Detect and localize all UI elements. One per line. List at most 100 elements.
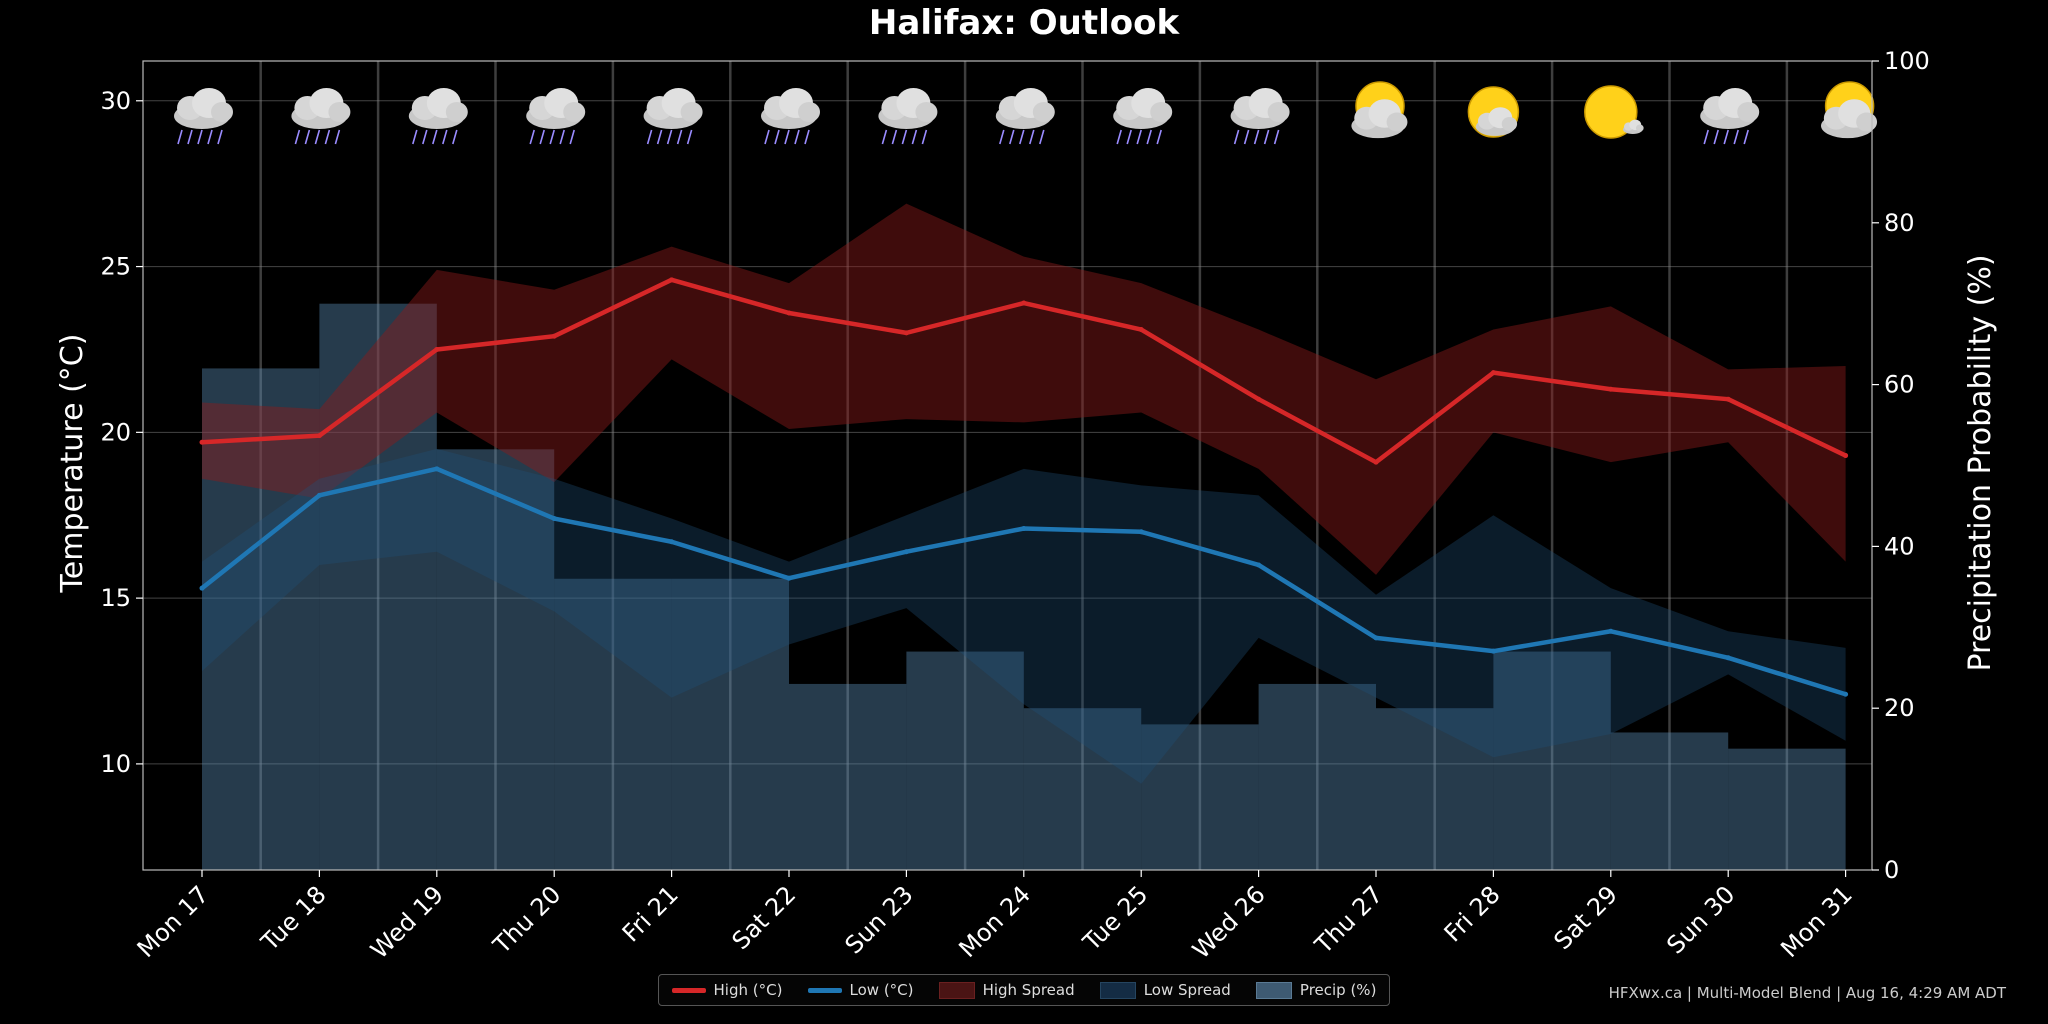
y-tick-label: 30	[100, 87, 131, 115]
sunny-icon	[1584, 85, 1644, 139]
cloud-shape	[291, 88, 351, 129]
y2-tick-label: 100	[1884, 47, 1930, 75]
low-point	[1021, 525, 1027, 531]
y2-tick-label: 40	[1884, 532, 1915, 560]
rain-drop	[569, 129, 575, 145]
legend-swatch-low-spread	[1099, 981, 1136, 999]
rain-drop	[412, 129, 418, 145]
legend-item-high: High (°C)	[671, 981, 783, 999]
legend: High (°C) Low (°C) High Spread Low Sprea…	[658, 974, 1390, 1006]
x-tick-label: Wed 26	[1187, 880, 1271, 964]
legend-swatch-low	[807, 987, 842, 993]
rain-drop	[676, 129, 683, 145]
x-tick-label: Sun 30	[1661, 880, 1740, 959]
mostly-sunny-icon	[1467, 86, 1520, 138]
low-point	[551, 516, 557, 522]
high-point	[1843, 453, 1849, 459]
rain-drop	[539, 129, 545, 145]
cloud-shape	[174, 88, 233, 129]
rain-drop	[197, 129, 203, 145]
high-point	[1373, 459, 1379, 465]
precip-bar	[554, 578, 672, 870]
high-point	[1490, 370, 1496, 376]
rain-drop	[1713, 129, 1719, 145]
x-tick-label: Thu 27	[1309, 880, 1388, 959]
rain-drop	[646, 129, 653, 145]
rain-drop	[1733, 129, 1739, 145]
rain-drop	[794, 129, 800, 145]
rain-icon	[1113, 88, 1173, 145]
rain-drop	[1029, 129, 1035, 145]
x-tick-label: Wed 19	[365, 880, 449, 964]
chart-title: Halifax: Outlook	[869, 3, 1181, 43]
precip-bar	[1141, 724, 1259, 870]
rain-drop	[1156, 129, 1162, 145]
legend-label-high: High (°C)	[713, 981, 783, 999]
rain-icon	[174, 88, 233, 145]
partly-cloudy-icon	[1351, 81, 1408, 139]
x-tick-label: Tue 18	[255, 880, 331, 956]
rain-drop	[217, 129, 223, 145]
legend-item-precip: Precip (%)	[1255, 981, 1377, 999]
rain-icon	[1700, 88, 1760, 145]
y2-axis-label: Precipitation Probability (%)	[1963, 254, 1998, 671]
rain-drop	[1039, 129, 1045, 145]
rain-drop	[422, 129, 428, 145]
rain-drop	[1703, 129, 1709, 145]
y-axis-label: Temperature (°C)	[55, 334, 90, 594]
rain-drop	[1263, 129, 1270, 145]
y-tick-label: 20	[100, 418, 131, 446]
rain-drop	[177, 129, 183, 145]
x-tick-label: Sat 22	[727, 880, 802, 955]
rain-drop	[1116, 129, 1122, 145]
partly-cloudy-icon	[1821, 81, 1878, 139]
low-point	[1373, 635, 1379, 641]
cloud-shape	[995, 88, 1055, 129]
footer-credit: HFXwx.ca | Multi-Model Blend | Aug 16, 4…	[1608, 984, 2006, 1002]
rain-drop	[921, 129, 928, 145]
legend-item-low-spread: Low Spread	[1099, 981, 1231, 999]
rain-drop	[666, 129, 673, 145]
low-point	[786, 575, 792, 581]
low-point	[1843, 691, 1849, 697]
cloud-shape	[878, 88, 938, 129]
rain-drop	[686, 129, 693, 145]
low-point	[903, 549, 909, 555]
x-tick-label: Mon 31	[1775, 880, 1858, 963]
rain-drop	[1146, 129, 1152, 145]
rain-icon	[995, 88, 1055, 145]
rain-drop	[1243, 129, 1250, 145]
low-point	[1490, 648, 1496, 654]
legend-label-precip: Precip (%)	[1299, 981, 1377, 999]
y-tick-label: 15	[100, 584, 131, 612]
rain-drop	[294, 129, 301, 145]
rain-drop	[1009, 129, 1015, 145]
rain-icon	[878, 88, 938, 145]
high-spread-band	[202, 203, 1846, 575]
x-tick-label: Fri 21	[617, 880, 684, 947]
precip-bar	[789, 683, 907, 870]
legend-item-high-spread: High Spread	[938, 981, 1075, 999]
cloud-shape	[761, 88, 820, 129]
rain-drop	[452, 129, 458, 145]
x-tick-label: Mon 24	[953, 880, 1036, 963]
rain-drop	[1743, 129, 1749, 145]
precip-bar	[671, 578, 789, 870]
high-point	[903, 330, 909, 336]
cloud-shape	[1113, 88, 1173, 129]
x-tick-label: Sun 23	[840, 880, 919, 959]
rain-drop	[304, 129, 311, 145]
low-point	[199, 585, 205, 591]
cloud-shape	[643, 88, 703, 129]
rain-drop	[1136, 129, 1142, 145]
rain-drop	[1233, 129, 1240, 145]
legend-swatch-high-spread	[938, 981, 975, 999]
rain-drop	[1253, 129, 1260, 145]
rain-drop	[901, 129, 908, 145]
rain-drop	[881, 129, 888, 145]
low-point	[1725, 655, 1731, 661]
rain-drop	[529, 129, 535, 145]
low-point	[669, 539, 675, 545]
rain-drop	[207, 129, 213, 145]
